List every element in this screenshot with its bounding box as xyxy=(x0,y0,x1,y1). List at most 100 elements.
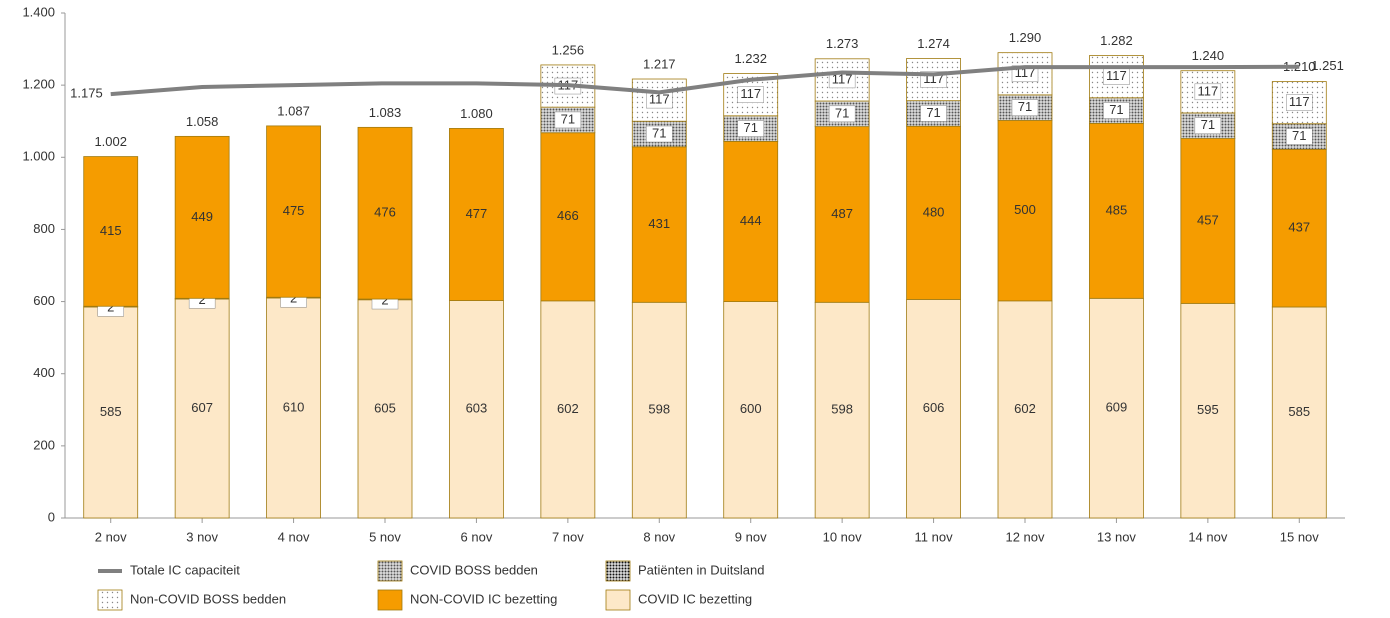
x-tick-label: 5 nov xyxy=(369,529,401,544)
x-tick-label: 10 nov xyxy=(823,529,863,544)
line xyxy=(110,64,1300,97)
bar-segment xyxy=(814,301,870,519)
label-box xyxy=(1194,117,1222,134)
data-label: 476 xyxy=(374,205,396,220)
y-tick-label: 200 xyxy=(33,437,55,452)
legend-label: Non-COVID BOSS bedden xyxy=(130,591,286,606)
total-label: 1.002 xyxy=(94,134,127,149)
data-label: 437 xyxy=(1288,220,1310,235)
bar-segment xyxy=(540,300,596,519)
data-label: 2 xyxy=(199,292,206,307)
label-box xyxy=(1286,128,1313,145)
data-label: 595 xyxy=(1197,402,1219,417)
x-tick-label: 14 nov xyxy=(1188,529,1228,544)
bar-segment xyxy=(631,146,687,303)
total-label: 1.083 xyxy=(369,105,402,120)
data-label: 477 xyxy=(466,206,488,221)
legend-swatch xyxy=(97,589,123,611)
total-label: 1.080 xyxy=(460,106,493,121)
x-tick-label: 13 nov xyxy=(1097,529,1137,544)
legend-label: Totale IC capaciteit xyxy=(130,562,240,577)
y-tick-label: 600 xyxy=(33,293,55,308)
data-label: 487 xyxy=(831,206,853,221)
x-tick-label: 11 nov xyxy=(915,529,954,544)
bar-segment xyxy=(83,156,139,307)
data-label: 602 xyxy=(557,401,579,416)
total-label: 1.210 xyxy=(1283,59,1316,74)
label-box xyxy=(828,105,856,123)
total-label: 1.217 xyxy=(643,56,676,71)
label-box xyxy=(737,120,764,137)
data-label: 500 xyxy=(1014,202,1036,217)
y-tick-label: 0 xyxy=(48,509,55,524)
label-box xyxy=(1103,102,1130,119)
x-tick-label: 12 nov xyxy=(1005,529,1045,544)
bar-segment xyxy=(631,301,687,519)
data-label: 609 xyxy=(1106,400,1128,415)
data-label: 117 xyxy=(1106,68,1127,83)
data-label: 117 xyxy=(1197,83,1218,98)
data-label: 431 xyxy=(648,216,670,231)
legend-label: NON-COVID IC bezetting xyxy=(410,591,557,606)
data-label: 480 xyxy=(923,204,945,219)
data-label: 71 xyxy=(652,125,666,140)
data-label: 444 xyxy=(740,213,762,228)
x-tick-label: 8 nov xyxy=(643,529,675,544)
bar-segment xyxy=(1271,148,1327,308)
data-label: 117 xyxy=(649,92,670,107)
x-tick-label: 3 nov xyxy=(186,529,218,544)
label-box xyxy=(1286,94,1313,111)
x-tick-label: 6 nov xyxy=(461,529,493,544)
total-label: 1.240 xyxy=(1192,48,1225,63)
x-tick-label: 15 nov xyxy=(1280,529,1320,544)
data-label: 485 xyxy=(1106,202,1128,217)
bar-segment xyxy=(723,115,779,142)
bar-segment xyxy=(266,297,321,519)
bar-segment xyxy=(266,125,321,298)
legend-swatch xyxy=(605,589,631,611)
legend-label: Patiënten in Duitsland xyxy=(638,562,764,577)
data-label: 602 xyxy=(1014,401,1036,416)
label-box xyxy=(920,105,947,122)
bar-segment xyxy=(449,300,504,519)
data-label: 71 xyxy=(926,105,940,120)
data-label: 71 xyxy=(1018,99,1032,114)
total-label: 1.058 xyxy=(186,114,219,129)
bar-segment xyxy=(1180,302,1236,519)
bar-segment xyxy=(449,128,504,301)
total-label: 1.087 xyxy=(277,103,310,118)
bar-segment xyxy=(997,300,1053,519)
y-tick-label: 1.400 xyxy=(22,4,55,19)
data-label: 449 xyxy=(191,209,213,224)
total-label: 1.273 xyxy=(826,36,859,51)
legend-label: COVID IC bezetting xyxy=(638,591,752,606)
label-box xyxy=(554,111,582,129)
total-label: 1.274 xyxy=(917,36,950,51)
x-tick-label: 2 nov xyxy=(95,529,127,544)
data-label: 2 xyxy=(107,300,114,315)
data-label: 598 xyxy=(831,402,853,417)
data-label: 585 xyxy=(1288,404,1310,419)
y-tick-label: 1.200 xyxy=(22,77,55,92)
legend-swatch xyxy=(377,560,403,582)
data-label: 71 xyxy=(835,105,849,120)
data-label: 117 xyxy=(1289,94,1310,109)
total-label: 1.256 xyxy=(552,42,585,57)
x-tick-label: 7 nov xyxy=(552,529,584,544)
data-label: 605 xyxy=(374,400,396,415)
data-label: 117 xyxy=(832,71,853,86)
y-tick-label: 1.000 xyxy=(22,149,55,164)
total-label: 1.282 xyxy=(1100,33,1133,48)
bar-segment xyxy=(1271,306,1327,519)
bar-segment xyxy=(997,120,1053,302)
data-label: 607 xyxy=(191,400,213,415)
bar-segment xyxy=(357,299,413,519)
line-label: 1.175 xyxy=(70,86,103,101)
data-label: 466 xyxy=(557,208,579,223)
data-label: 71 xyxy=(1109,102,1123,117)
bar-segment xyxy=(357,126,413,300)
data-label: 71 xyxy=(1201,117,1215,132)
legend-label: COVID BOSS bedden xyxy=(410,562,538,577)
line-label: 1.251 xyxy=(1311,58,1344,73)
